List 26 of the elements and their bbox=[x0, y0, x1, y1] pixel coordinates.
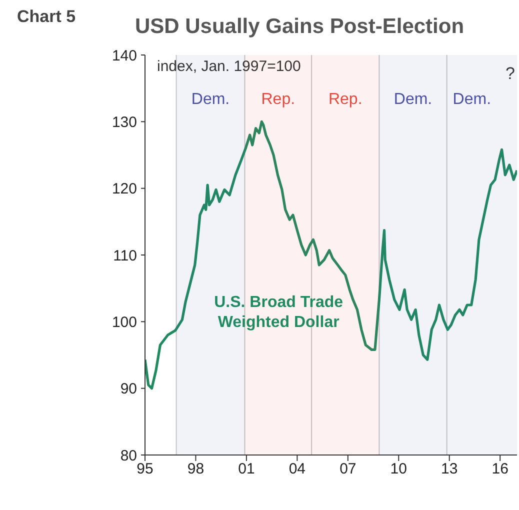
y-tick-label: 100 bbox=[112, 314, 137, 331]
y-tick-label: 110 bbox=[113, 247, 137, 264]
x-tick-label: 04 bbox=[288, 460, 306, 478]
x-tick-label: 10 bbox=[390, 460, 407, 478]
band-label: Dem. bbox=[191, 91, 230, 108]
x-tick-label: 98 bbox=[187, 460, 204, 478]
chart-title: USD Usually Gains Post-Election bbox=[134, 15, 464, 38]
x-tick-label: 16 bbox=[492, 460, 508, 478]
x-tick-label: 13 bbox=[441, 460, 458, 478]
band-label: Rep. bbox=[261, 91, 296, 108]
caption: Chart 5 bbox=[17, 7, 76, 26]
annotation: ? bbox=[506, 64, 515, 83]
y-tick-label: 130 bbox=[112, 114, 137, 131]
band-label: Dem. bbox=[452, 91, 492, 108]
y-axis-title: index, Jan. 1997=100 bbox=[157, 58, 301, 75]
y-tick-label: 120 bbox=[112, 180, 137, 198]
band-label: Dem. bbox=[394, 91, 432, 108]
band-label: Rep. bbox=[328, 91, 362, 108]
y-tick-label: 80 bbox=[120, 447, 137, 464]
x-tick-label: 07 bbox=[340, 460, 356, 478]
x-tick-label: 01 bbox=[238, 460, 255, 478]
x-tick-label: 95 bbox=[136, 460, 154, 478]
line-series bbox=[145, 120, 517, 390]
series-label: U.S. Broad Trade Weighted Dollar bbox=[214, 294, 344, 331]
y-tick-label: 140 bbox=[112, 47, 137, 64]
y-tick-label: 90 bbox=[120, 380, 137, 398]
